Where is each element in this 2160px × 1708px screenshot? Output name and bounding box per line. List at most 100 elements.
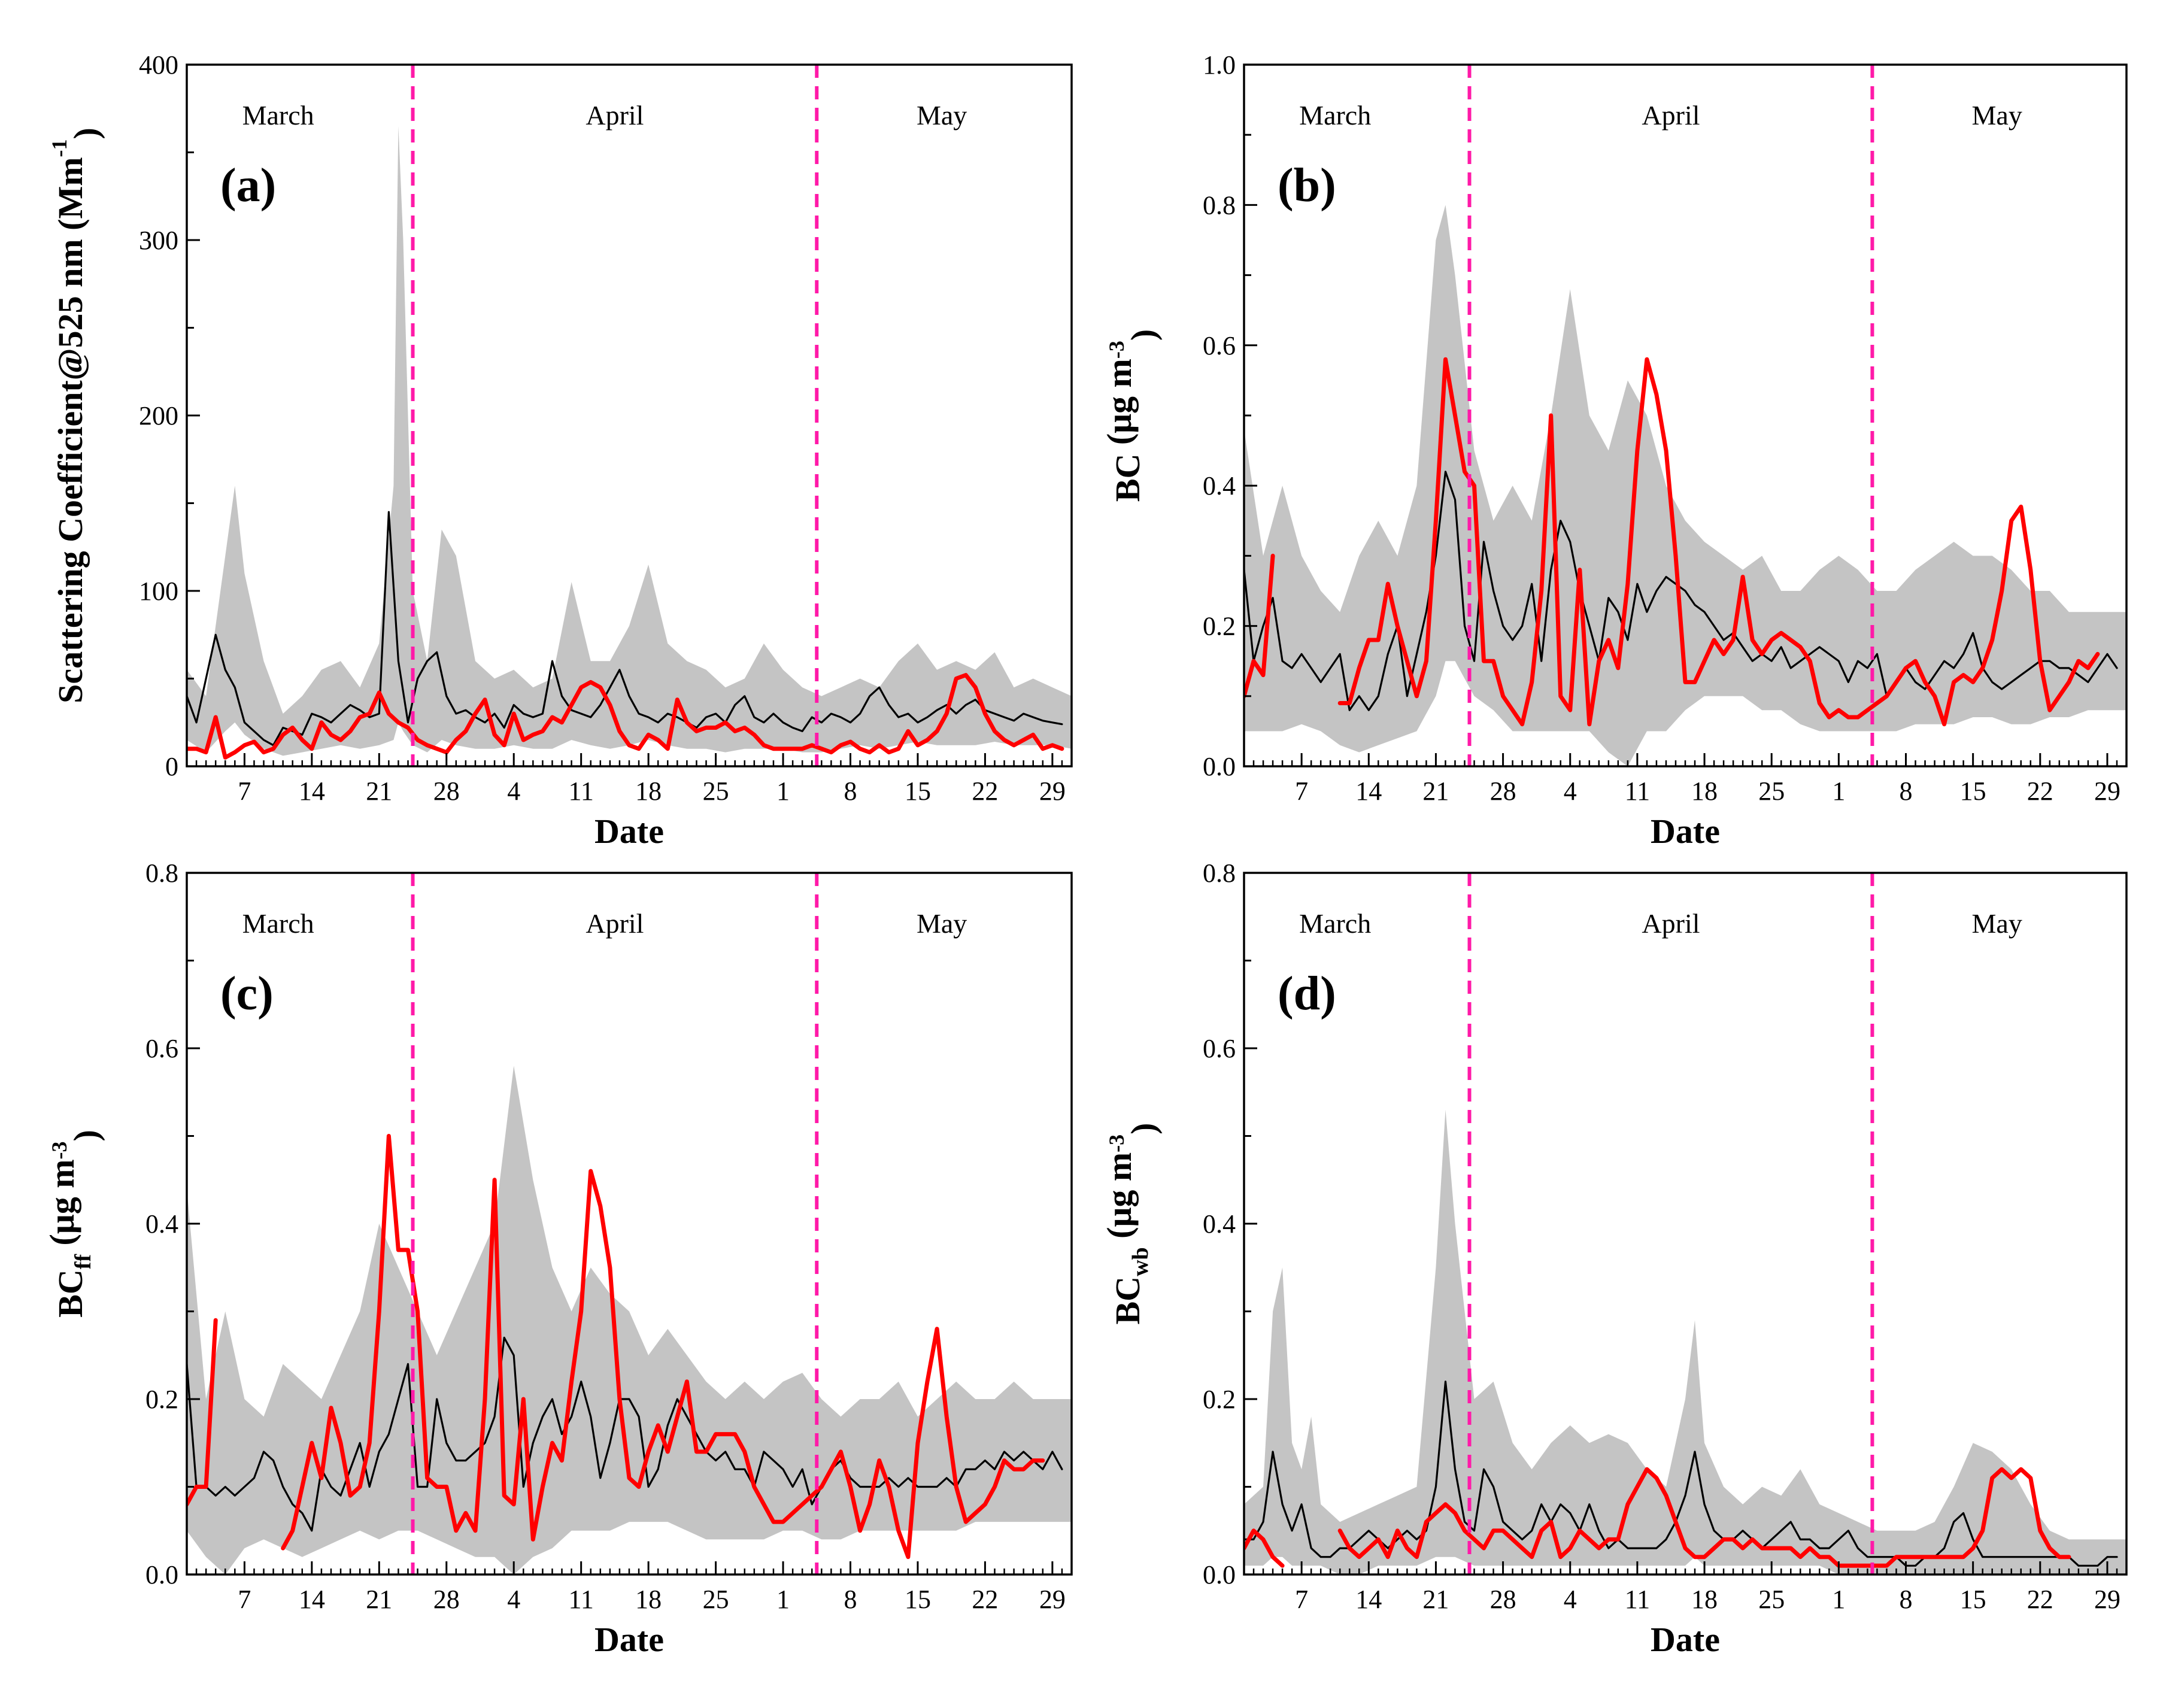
y-tick-label: 0.2 <box>145 1385 178 1414</box>
x-tick-label: 25 <box>703 1585 729 1614</box>
x-tick-label: 21 <box>1422 776 1449 806</box>
x-tick-label: 25 <box>1758 1585 1785 1614</box>
y-tick-label: 0.0 <box>1203 1560 1236 1589</box>
x-tick-label: 22 <box>972 776 998 806</box>
y-tick-label: 0.2 <box>1203 1385 1236 1414</box>
y-axis-title-sub: ff <box>71 1254 96 1270</box>
x-tick-label: 4 <box>1564 1585 1577 1614</box>
x-tick-label: 29 <box>2094 776 2120 806</box>
month-label: May <box>1972 100 2022 131</box>
month-label: May <box>1972 908 2022 939</box>
x-axis-title: Date <box>1651 1620 1720 1659</box>
x-tick-label: 21 <box>366 1585 392 1614</box>
y-tick-label: 0.6 <box>1203 1034 1236 1063</box>
y-tick-label: 0.2 <box>1203 612 1236 641</box>
plot-area <box>187 126 1072 760</box>
observed-series-line <box>187 1134 1045 1560</box>
x-tick-label: 11 <box>568 776 593 806</box>
panel-b: 0.00.20.40.60.81.07 14 21 28 4 11 18 25 1 8 15 22 29… <box>1100 50 2128 851</box>
panel-label: (b) <box>1278 159 1336 212</box>
y-tick-label: 0.4 <box>1203 471 1236 500</box>
x-tick-label: 28 <box>433 1585 460 1614</box>
x-tick-label: 1 <box>776 1585 790 1614</box>
y-axis-title-sub: wb <box>1128 1247 1153 1276</box>
x-tick-label: 8 <box>1900 1585 1913 1614</box>
x-tick-label: 14 <box>1355 1585 1382 1614</box>
month-label: March <box>242 908 314 939</box>
x-tick-label: 28 <box>433 776 460 806</box>
x-tick-label: 11 <box>568 1585 593 1614</box>
y-axis-title-main: Scattering Coefficient@525 nm (Mm <box>51 157 90 703</box>
x-tick-label: 15 <box>905 776 931 806</box>
y-axis-title-units: (μg m <box>1100 359 1139 454</box>
x-tick-label: 1 <box>776 776 790 806</box>
y-axis-title-end: ) <box>66 128 105 139</box>
x-tick-label: 7 <box>238 1585 251 1614</box>
x-tick-label: 8 <box>844 776 857 806</box>
x-tick-label: 21 <box>1422 1585 1449 1614</box>
y-tick-label: 0.8 <box>145 858 178 888</box>
y-tick-label: 1.0 <box>1203 50 1236 80</box>
x-tick-label: 14 <box>299 1585 325 1614</box>
x-tick-label: 25 <box>1758 776 1785 806</box>
x-tick-label: 22 <box>2027 776 2053 806</box>
plot-area <box>1244 205 2126 766</box>
x-tick-label: 15 <box>1960 1585 1986 1614</box>
range-band <box>187 126 1072 756</box>
panel-label: (c) <box>220 967 274 1020</box>
x-tick-label: 18 <box>1691 776 1718 806</box>
x-tick-label: 7 <box>1295 1585 1308 1614</box>
month-label: April <box>1642 908 1700 939</box>
y-tick-label: 0.8 <box>1203 858 1236 888</box>
observed-series-line <box>1244 1467 2071 1568</box>
month-label: April <box>585 100 644 131</box>
x-tick-label: 1 <box>1832 1585 1845 1614</box>
x-tick-label: 29 <box>1039 1585 1066 1614</box>
y-axis-title-main: BC <box>1108 1276 1147 1325</box>
y-axis-title: BCwb (μg m-3) <box>1100 1123 1163 1325</box>
x-tick-label: 4 <box>1564 776 1577 806</box>
y-tick-label: 0.0 <box>145 1560 178 1589</box>
range-band <box>1244 1109 2126 1574</box>
x-tick-label: 21 <box>366 776 392 806</box>
y-axis-title-units: (μg m <box>43 1159 81 1254</box>
x-tick-label: 29 <box>2094 1585 2120 1614</box>
x-tick-label: 15 <box>905 1585 931 1614</box>
x-tick-label: 11 <box>1625 1585 1650 1614</box>
month-label: April <box>585 908 644 939</box>
y-tick-label: 0 <box>165 752 178 781</box>
x-axis-title: Date <box>594 1620 664 1659</box>
month-label: May <box>917 100 967 131</box>
x-tick-label: 14 <box>1355 776 1382 806</box>
y-axis-title: BC (μg m-3) <box>1100 329 1163 502</box>
x-tick-label: 18 <box>1691 1585 1718 1614</box>
panel-c: 0.00.20.40.60.87 14 21 28 4 11 18 25 1 8 15 22 29Dat… <box>43 858 1073 1659</box>
y-tick-label: 100 <box>139 577 178 606</box>
x-tick-label: 1 <box>1832 776 1845 806</box>
month-label: March <box>242 100 314 131</box>
x-tick-label: 25 <box>703 776 729 806</box>
y-axis-title-sup: -3 <box>47 1141 71 1159</box>
y-tick-label: 0.0 <box>1203 752 1236 781</box>
x-tick-label: 29 <box>1039 776 1066 806</box>
x-tick-label: 7 <box>238 776 251 806</box>
x-tick-label: 28 <box>1490 1585 1516 1614</box>
x-tick-label: 14 <box>299 776 325 806</box>
mean-series-line <box>187 511 1063 747</box>
y-tick-label: 0.4 <box>145 1209 178 1239</box>
month-label: March <box>1299 100 1371 131</box>
y-tick-label: 0.4 <box>1203 1209 1236 1239</box>
panel-label: (d) <box>1278 967 1336 1020</box>
observed-series-line <box>1244 357 2100 727</box>
y-axis-title-end: ) <box>1124 1123 1163 1134</box>
y-axis-title-main: BC <box>1108 454 1147 502</box>
y-tick-label: 0.8 <box>1203 190 1236 220</box>
month-label: March <box>1299 908 1371 939</box>
x-tick-label: 18 <box>635 776 662 806</box>
y-tick-label: 0.6 <box>1203 331 1236 360</box>
x-tick-label: 15 <box>1960 776 1986 806</box>
x-tick-label: 22 <box>2027 1585 2053 1614</box>
y-axis-title-sup: -3 <box>1105 1134 1128 1152</box>
month-label: April <box>1642 100 1700 131</box>
